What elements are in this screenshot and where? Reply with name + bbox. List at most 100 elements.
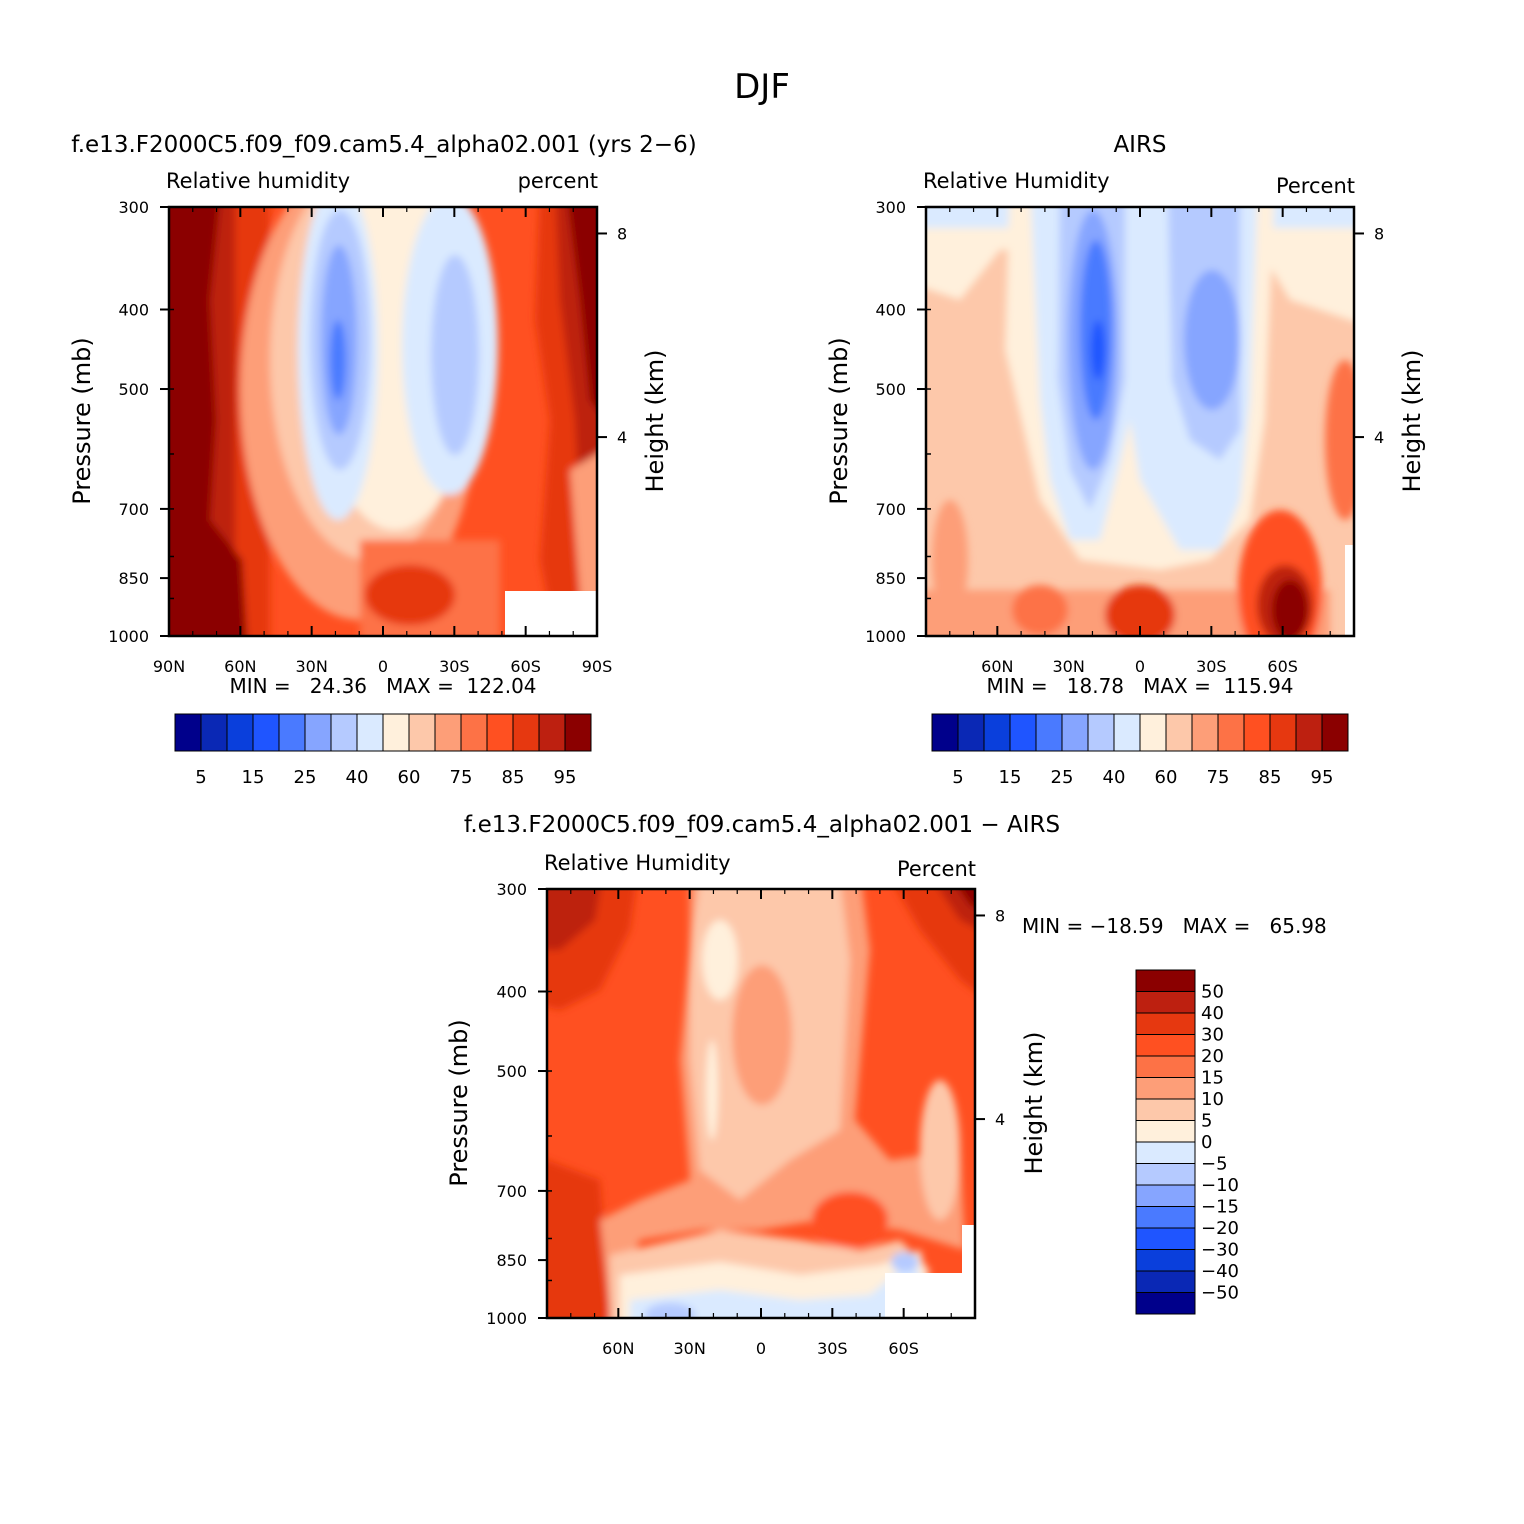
- panel-obs-left-string: Relative Humidity: [923, 169, 1110, 193]
- figure-title: DJF: [734, 67, 790, 107]
- panel-obs-ylabel: Pressure (mb): [825, 337, 853, 504]
- colorbar-box: [330, 713, 358, 752]
- colorbar-box: [304, 713, 332, 752]
- panel-model-ylabel: Pressure (mb): [68, 337, 96, 504]
- colorbar-box: [1135, 1184, 1196, 1207]
- y-tick-label: 1000: [865, 627, 906, 646]
- panel-obs-colorbar: 5 15 25 40 60 75 85 95: [931, 713, 1349, 788]
- x-tick-label: 30S: [817, 1339, 848, 1358]
- y2-tick-label: 4: [1374, 428, 1384, 447]
- y-tick-label: 300: [496, 880, 527, 899]
- y-tick-label: 500: [496, 1062, 527, 1081]
- panel-model-right-string: percent: [518, 169, 598, 193]
- colorbar-label: −40: [1201, 1261, 1239, 1282]
- y-tick-label: 850: [118, 569, 149, 588]
- colorbar-label: 85: [1259, 767, 1282, 788]
- colorbar-label: 10: [1201, 1089, 1224, 1110]
- y-tick-label: 700: [496, 1182, 527, 1201]
- colorbar-label: 60: [398, 767, 421, 788]
- y-tick-label: 300: [118, 198, 149, 217]
- x-tick-label: 60N: [602, 1339, 634, 1358]
- colorbar-label: 0: [1201, 1132, 1212, 1153]
- colorbar-box: [1243, 713, 1271, 752]
- x-tick-label: 0: [756, 1339, 766, 1358]
- colorbar-label: 5: [195, 767, 206, 788]
- colorbar-box: [1087, 713, 1115, 752]
- panel-diff-title: f.e13.F2000C5.f09_f09.cam5.4_alpha02.001…: [464, 812, 1060, 838]
- colorbar-box: [1321, 713, 1349, 752]
- colorbar-box: [1009, 713, 1037, 752]
- colorbar-label: −10: [1201, 1175, 1239, 1196]
- colorbar-box: [200, 713, 228, 752]
- panel-diff-y2label: Height (km): [1020, 1032, 1048, 1175]
- colorbar-label: 5: [952, 767, 963, 788]
- panel-obs-title: AIRS: [1113, 132, 1166, 158]
- colorbar-box: [356, 713, 384, 752]
- y2-tick-label: 8: [995, 906, 1005, 925]
- panel-obs-right-string: Percent: [1276, 174, 1355, 198]
- y-tick-label: 400: [496, 983, 527, 1002]
- colorbar-box: [1135, 969, 1196, 992]
- colorbar-box: [1135, 1141, 1196, 1164]
- y-tick-label: 400: [118, 301, 149, 320]
- panel-diff-field: [547, 889, 975, 1318]
- y-tick-label: 850: [875, 569, 906, 588]
- colorbar-label: −15: [1201, 1197, 1239, 1218]
- panel-model-left-string: Relative humidity: [166, 169, 350, 193]
- colorbar-box: [278, 713, 306, 752]
- colorbar-label: −20: [1201, 1218, 1239, 1239]
- colorbar-box: [226, 713, 254, 752]
- y2-tick-label: 8: [617, 224, 627, 243]
- x-tick-label: 30N: [1053, 657, 1085, 676]
- colorbar-label: 20: [1201, 1046, 1224, 1067]
- colorbar-box: [1135, 991, 1196, 1014]
- y-tick-label: 700: [118, 500, 149, 519]
- colorbar-box: [1295, 713, 1323, 752]
- panel-obs-axes: 300 400 500 700 850 1000 8 4 60N 30N 0 30S 60S: [865, 198, 1384, 676]
- colorbar-box: [1135, 1227, 1196, 1250]
- colorbar-box: [1061, 713, 1089, 752]
- panel-diff-right-string: Percent: [897, 857, 976, 881]
- colorbar-box: [512, 713, 540, 752]
- x-tick-label: 90N: [153, 657, 185, 676]
- colorbar-box: [382, 713, 410, 752]
- colorbar-box: [486, 713, 514, 752]
- x-tick-label: 60S: [1267, 657, 1298, 676]
- panel-diff: f.e13.F2000C5.f09_f09.cam5.4_alpha02.001…: [445, 812, 1327, 1358]
- colorbar-box: [1135, 1120, 1196, 1143]
- panel-diff-left-string: Relative Humidity: [544, 851, 731, 875]
- panel-obs: AIRS Relative Humidity Percent: [825, 132, 1426, 788]
- panel-diff-axes: 300 400 500 700 850 1000 8 4 60N 30N 0 30S 60S: [486, 880, 1005, 1358]
- colorbar-label: 50: [1201, 982, 1224, 1003]
- colorbar-box: [1135, 1292, 1196, 1315]
- colorbar-label: 40: [1201, 1003, 1224, 1024]
- y-tick-label: 300: [875, 198, 906, 217]
- colorbar-label: 85: [502, 767, 525, 788]
- colorbar-label: 15: [999, 767, 1022, 788]
- panel-model: f.e13.F2000C5.f09_f09.cam5.4_alpha02.001…: [68, 132, 697, 788]
- colorbar-box: [1217, 713, 1245, 752]
- colorbar-box: [1135, 1249, 1196, 1272]
- x-tick-label: 30N: [296, 657, 328, 676]
- colorbar-box: [1165, 713, 1193, 752]
- panel-diff-ylabel: Pressure (mb): [445, 1019, 473, 1186]
- panel-model-y2label: Height (km): [641, 350, 669, 493]
- colorbar-box: [564, 713, 592, 752]
- x-tick-label: 0: [1135, 657, 1145, 676]
- y2-tick-label: 4: [617, 428, 627, 447]
- colorbar-box: [408, 713, 436, 752]
- y2-tick-label: 4: [995, 1110, 1005, 1129]
- x-tick-label: 60S: [510, 657, 541, 676]
- colorbar-box: [460, 713, 488, 752]
- panel-model-axes: 300 400 500 700 850 1000 8 4 90N 60N 30N 0 30S 60S 90S: [108, 198, 627, 676]
- x-tick-label: 30S: [439, 657, 470, 676]
- colorbar-label: −5: [1201, 1154, 1228, 1175]
- colorbar-box: [1135, 1270, 1196, 1293]
- y-tick-label: 1000: [486, 1309, 527, 1328]
- panel-obs-field: [926, 207, 1354, 636]
- colorbar-label: 75: [450, 767, 473, 788]
- colorbar-box: [434, 713, 462, 752]
- colorbar-box: [538, 713, 566, 752]
